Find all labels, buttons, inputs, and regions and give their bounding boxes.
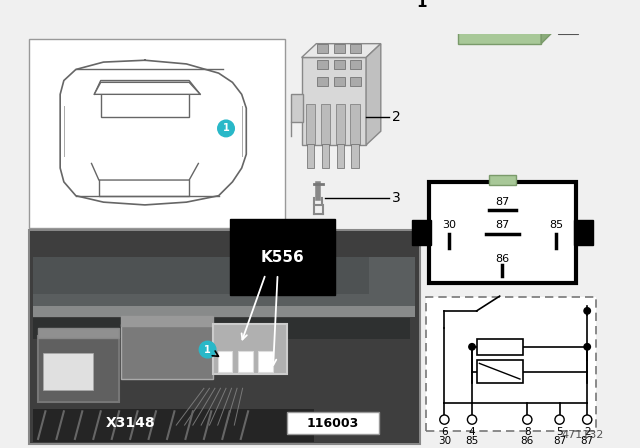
Bar bbox=[334, 77, 345, 86]
Bar bbox=[29, 230, 419, 444]
Text: 85: 85 bbox=[549, 220, 563, 230]
Circle shape bbox=[440, 415, 449, 424]
Text: 116003: 116003 bbox=[307, 417, 359, 430]
Bar bbox=[317, 77, 328, 86]
Bar bbox=[29, 231, 419, 443]
Text: 87: 87 bbox=[495, 197, 509, 207]
Polygon shape bbox=[94, 82, 200, 95]
Text: 30: 30 bbox=[442, 220, 456, 230]
Text: 1: 1 bbox=[204, 345, 211, 354]
Bar bbox=[351, 103, 360, 145]
Text: 85: 85 bbox=[465, 436, 479, 446]
Bar bbox=[426, 297, 596, 431]
Text: 87: 87 bbox=[495, 220, 509, 230]
Circle shape bbox=[584, 344, 591, 350]
Text: 87: 87 bbox=[580, 436, 594, 446]
Circle shape bbox=[523, 415, 532, 424]
Bar bbox=[322, 144, 329, 168]
Bar bbox=[287, 412, 379, 435]
Bar bbox=[334, 43, 345, 53]
Bar bbox=[238, 351, 253, 372]
Text: 6: 6 bbox=[441, 427, 448, 437]
Bar bbox=[351, 60, 362, 69]
Bar bbox=[307, 144, 314, 168]
Bar bbox=[218, 351, 232, 372]
Bar bbox=[317, 43, 328, 53]
Text: 86: 86 bbox=[495, 254, 509, 264]
Circle shape bbox=[199, 341, 216, 358]
Bar bbox=[38, 336, 119, 402]
Text: 2: 2 bbox=[584, 427, 591, 437]
Bar bbox=[351, 77, 362, 86]
Text: 86: 86 bbox=[521, 436, 534, 446]
Bar bbox=[291, 95, 303, 122]
Bar bbox=[306, 103, 316, 145]
Circle shape bbox=[467, 415, 477, 424]
Text: 1: 1 bbox=[417, 0, 427, 10]
Circle shape bbox=[469, 344, 476, 350]
Bar bbox=[33, 306, 415, 317]
Bar bbox=[33, 258, 415, 308]
Bar bbox=[38, 328, 119, 338]
Text: K556: K556 bbox=[260, 250, 304, 265]
Bar bbox=[213, 324, 287, 375]
Bar bbox=[477, 360, 523, 383]
Text: X3148: X3148 bbox=[106, 416, 155, 430]
Bar bbox=[33, 258, 369, 294]
Text: 2: 2 bbox=[392, 110, 401, 125]
Bar bbox=[351, 43, 362, 53]
Bar bbox=[259, 351, 273, 372]
Text: 8: 8 bbox=[524, 427, 531, 437]
Bar bbox=[458, 0, 541, 43]
Bar bbox=[412, 220, 431, 246]
Bar bbox=[321, 103, 330, 145]
Bar bbox=[121, 316, 213, 326]
Bar bbox=[121, 324, 213, 379]
Bar bbox=[334, 60, 345, 69]
Bar bbox=[33, 318, 410, 339]
Text: 3: 3 bbox=[392, 191, 401, 206]
Bar bbox=[33, 409, 314, 442]
Polygon shape bbox=[541, 0, 559, 43]
Text: 30: 30 bbox=[438, 436, 451, 446]
Bar bbox=[557, 10, 578, 18]
Text: 1: 1 bbox=[223, 124, 229, 134]
Text: 87: 87 bbox=[553, 436, 566, 446]
Bar bbox=[351, 144, 358, 168]
Bar bbox=[429, 182, 576, 283]
Bar bbox=[488, 176, 516, 185]
Bar bbox=[477, 339, 523, 355]
Bar bbox=[574, 220, 593, 246]
Bar bbox=[557, 27, 578, 34]
Polygon shape bbox=[301, 43, 381, 57]
Bar bbox=[335, 103, 345, 145]
Bar bbox=[557, 0, 578, 1]
Circle shape bbox=[218, 120, 234, 137]
Bar bbox=[317, 60, 328, 69]
Bar bbox=[43, 353, 93, 390]
Bar bbox=[490, 0, 509, 9]
Polygon shape bbox=[100, 82, 189, 117]
Text: 5: 5 bbox=[556, 427, 563, 437]
Circle shape bbox=[582, 415, 592, 424]
Polygon shape bbox=[366, 43, 381, 145]
Bar bbox=[301, 57, 366, 145]
Circle shape bbox=[555, 415, 564, 424]
Bar bbox=[337, 144, 344, 168]
Text: 471132: 471132 bbox=[561, 430, 604, 440]
Text: 4: 4 bbox=[468, 427, 476, 437]
Bar bbox=[29, 39, 285, 228]
Circle shape bbox=[584, 308, 591, 314]
